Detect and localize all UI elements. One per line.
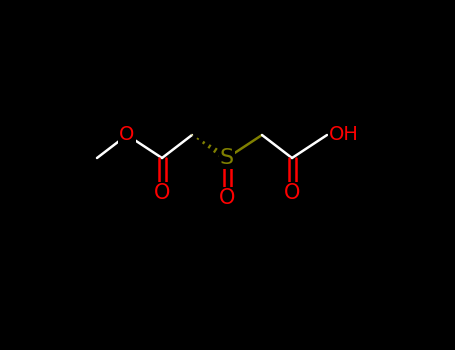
Text: O: O — [119, 126, 135, 145]
Text: OH: OH — [329, 126, 359, 145]
Text: O: O — [219, 188, 235, 208]
Text: S: S — [220, 148, 234, 168]
Text: O: O — [154, 183, 170, 203]
Text: O: O — [284, 183, 300, 203]
